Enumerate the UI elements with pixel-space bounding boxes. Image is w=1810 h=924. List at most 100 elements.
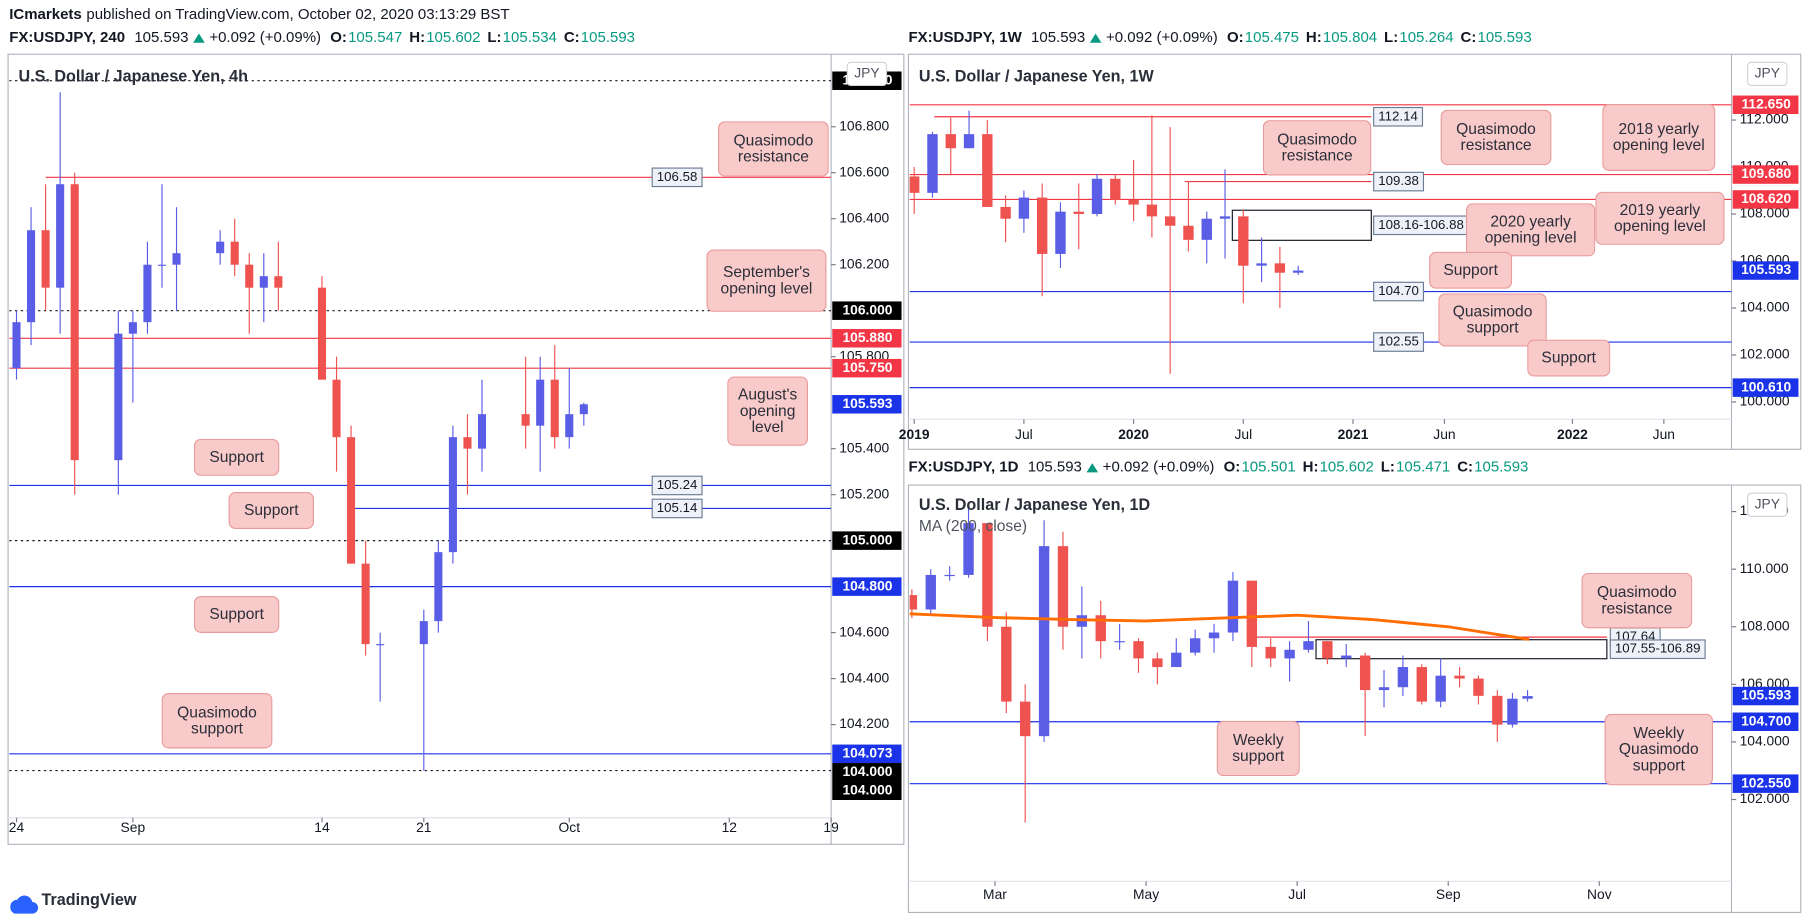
callout-text: 2020 yearly opening level xyxy=(1466,203,1596,257)
candle-body xyxy=(536,379,545,426)
price-tag-label: 105.880 xyxy=(842,329,892,345)
currency-box xyxy=(846,61,888,87)
ohlc-value: 105.593 xyxy=(581,29,635,46)
candle-body xyxy=(1036,197,1048,254)
callout: Quasimodo support xyxy=(1438,293,1547,347)
candle-body xyxy=(1057,546,1069,627)
candle-body xyxy=(1246,580,1258,647)
ohlc-value: 105.475 xyxy=(1245,29,1299,46)
candle-body xyxy=(1265,646,1276,659)
candle-body xyxy=(70,184,79,461)
level-label: 106.58 xyxy=(657,169,698,184)
x-tick-label: Jul xyxy=(1288,886,1306,902)
y-tick-label: 108.000 xyxy=(1740,617,1790,633)
up-arrow xyxy=(1086,463,1099,473)
price-tag xyxy=(832,395,902,414)
y-tick-label: 104.000 xyxy=(1740,299,1790,315)
candle-body xyxy=(1303,641,1314,650)
candle-body xyxy=(27,230,36,323)
callout-text: Support xyxy=(228,492,314,529)
x-tick-label: Jul xyxy=(1015,426,1033,442)
ohlc-label: L: xyxy=(487,29,501,46)
x-tick-label: 12 xyxy=(722,819,737,835)
x-tick-label: Sep xyxy=(1436,886,1461,902)
ohlc-value: 105.593 xyxy=(1478,29,1532,46)
candle-body xyxy=(12,322,21,369)
callout: Quasimodo resistance xyxy=(1440,109,1552,166)
chart-title: U.S. Dollar / Japanese Yen, 4h xyxy=(18,68,248,86)
level-label-box xyxy=(1373,281,1425,302)
callout-text: Weekly Quasimodo support xyxy=(1604,713,1714,786)
candle-body xyxy=(419,621,428,645)
level-label: 105.24 xyxy=(657,477,698,492)
callout-text: Support xyxy=(193,595,280,633)
candle-body xyxy=(1522,696,1533,699)
candle-body xyxy=(1208,632,1220,639)
candle-body xyxy=(1492,695,1503,725)
y-tick-label: 110.000 xyxy=(1740,560,1789,576)
candle-body xyxy=(172,253,181,265)
callout-text: 2018 yearly opening level xyxy=(1602,103,1716,171)
candle-body xyxy=(909,176,920,193)
candle-body xyxy=(114,333,123,461)
candle-body xyxy=(230,241,239,265)
callout: Support xyxy=(228,492,314,529)
price-tag-label: 112.650 xyxy=(1742,95,1792,111)
callout: 2019 yearly opening level xyxy=(1595,191,1725,245)
plot-area xyxy=(909,505,1732,823)
candle-body xyxy=(1073,211,1084,215)
up-arrow xyxy=(193,33,205,43)
candle-body xyxy=(157,264,167,266)
level-label-box xyxy=(1373,106,1424,127)
callout-text: 2019 yearly opening level xyxy=(1595,191,1725,245)
publisher: ICmarkets xyxy=(9,6,82,23)
y-tick-label: 105.200 xyxy=(839,485,889,501)
candle-body xyxy=(1322,641,1333,659)
price-tag-label: 105.750 xyxy=(842,359,892,375)
candle-body xyxy=(143,264,152,323)
price-tag-label: 105.000 xyxy=(842,531,892,547)
ohlc-value: 105.471 xyxy=(1396,459,1450,476)
tradingview-logo xyxy=(10,895,39,914)
x-tick-label: 14 xyxy=(314,819,330,835)
price-tag xyxy=(1732,165,1799,184)
zone-label-box xyxy=(1609,639,1706,660)
callout-text: Support xyxy=(193,438,280,476)
y-tick-label: 104.000 xyxy=(1740,733,1790,749)
candle-body xyxy=(982,134,993,207)
price-tag xyxy=(832,358,902,378)
change: +0.092 (+0.09%) xyxy=(209,29,321,46)
candle-body xyxy=(1110,178,1121,200)
ohlc-label: H: xyxy=(409,29,425,46)
plot-area xyxy=(909,104,1732,389)
x-tick-label: Nov xyxy=(1587,886,1612,902)
callout: Support xyxy=(1527,339,1611,377)
last-price: 105.593 xyxy=(134,29,188,46)
y-tick-label: 102.000 xyxy=(1740,790,1790,806)
chart-title: U.S. Dollar / Japanese Yen, 1D xyxy=(919,496,1150,514)
price-tag-label: 105.593 xyxy=(842,395,892,411)
symbol: FX:USDJPY, 240 xyxy=(9,29,125,46)
candle-body xyxy=(1164,216,1176,226)
price-tag xyxy=(832,329,902,348)
callout-text: Quasimodo resistance xyxy=(1440,109,1552,166)
ohlc-label: L: xyxy=(1384,29,1398,46)
candle-body xyxy=(982,523,993,627)
ohlc-value: 105.602 xyxy=(1320,459,1374,476)
zone-label: 108.16-106.88 xyxy=(1378,217,1464,232)
callout-text: September's opening level xyxy=(706,249,827,312)
candle-body xyxy=(1091,178,1103,215)
zone xyxy=(1315,639,1608,660)
candle-body xyxy=(1000,206,1011,219)
candle-body xyxy=(1128,199,1139,205)
x-tick-label: Oct xyxy=(559,819,581,835)
callout-text: Quasimodo resistance xyxy=(1262,120,1372,176)
y-tick-label: 106.400 xyxy=(839,209,889,225)
symbol: FX:USDJPY, 1D xyxy=(908,459,1018,476)
candle-body xyxy=(1292,270,1304,273)
candle-body xyxy=(579,404,588,415)
candle-body xyxy=(1183,225,1194,240)
chart-panel xyxy=(907,484,1802,914)
callout: Weekly Quasimodo support xyxy=(1604,713,1714,786)
